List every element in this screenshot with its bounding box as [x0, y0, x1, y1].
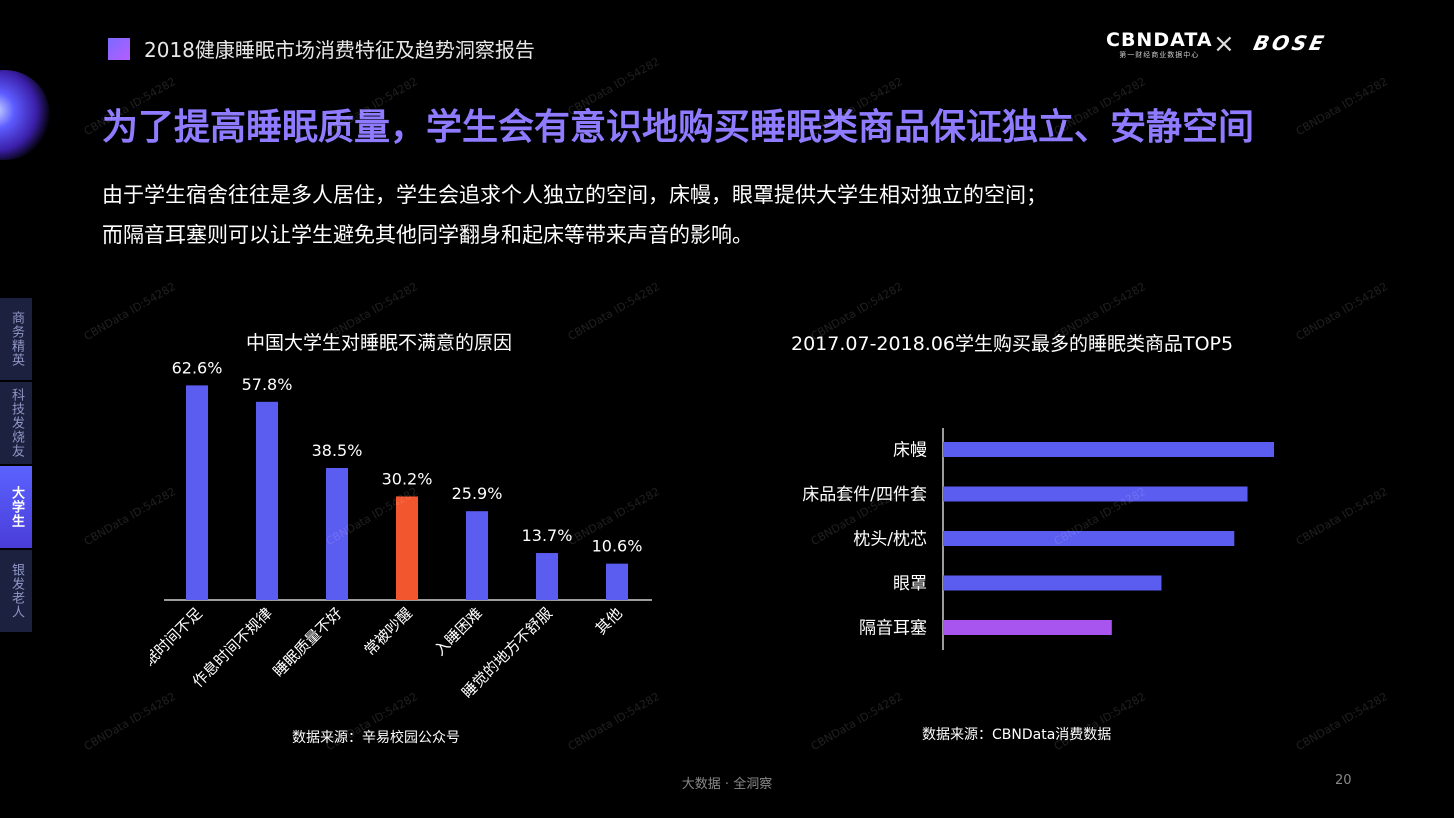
- chart1-value-label: 57.8%: [242, 375, 293, 394]
- chart2-bar: [943, 442, 1274, 457]
- watermark-text: CBNData ID:54282: [81, 279, 178, 344]
- watermark-text: CBNData ID:54282: [1293, 689, 1390, 754]
- watermark-text: CBNData ID:54282: [1293, 74, 1390, 139]
- chart1-title: 中国大学生对睡眠不满意的原因: [246, 332, 513, 354]
- chart2-bar: [943, 531, 1235, 546]
- chart2-category-label: 眼罩: [893, 574, 927, 594]
- decorative-orb: [0, 70, 50, 160]
- chart1-value-label: 25.9%: [452, 484, 503, 503]
- chart2-bar: [943, 486, 1248, 502]
- watermark-text: CBNData ID:54282: [1293, 279, 1390, 344]
- chart1-bar-chart: 62.6%睡眠时间不足57.8%作息时间不规律38.5%睡眠质量不好30.2%常…: [150, 360, 652, 702]
- watermark-text: CBNData ID:54282: [81, 689, 178, 754]
- chart2-source: 数据来源：CBNData消费数据: [922, 727, 1112, 743]
- chart2-bar: [943, 620, 1112, 635]
- side-nav-item-student[interactable]: 大学生: [0, 466, 32, 548]
- cbndata-logo-subtext: 第一财经商业数据中心: [1119, 51, 1200, 59]
- side-nav-item-label: 科技发烧友: [9, 388, 24, 458]
- cbndata-logo-text: CBNDATA: [1106, 29, 1213, 51]
- chart1-value-label: 38.5%: [312, 441, 363, 460]
- collab-x-icon: ×: [1213, 29, 1235, 59]
- chart1-value-label: 10.6%: [592, 537, 643, 556]
- side-nav-item-business[interactable]: 商务精英: [0, 298, 32, 380]
- chart1-bar: [256, 401, 278, 600]
- chart1-bar: [606, 563, 628, 600]
- chart2-category-label: 床品套件/四件套: [802, 485, 927, 505]
- side-nav-item-label: 大学生: [9, 486, 24, 528]
- chart1-bar: [466, 511, 488, 600]
- side-nav-item-label: 银发老人: [9, 563, 24, 619]
- chart2-title: 2017.07-2018.06学生购买最多的睡眠类商品TOP5: [791, 333, 1234, 355]
- chart2-category-label: 隔音耳塞: [859, 619, 927, 639]
- cbndata-logo: CBNDATA 第一财经商业数据中心: [1106, 30, 1213, 60]
- chart1-value-label: 13.7%: [522, 526, 573, 545]
- page-number: 20: [1335, 773, 1352, 788]
- chart1-value-label: 62.6%: [172, 360, 223, 377]
- watermark-text: CBNData ID:54282: [565, 279, 662, 344]
- report-title: 2018健康睡眠市场消费特征及趋势洞察报告: [144, 38, 535, 62]
- chart1-bar: [186, 385, 208, 600]
- chart2-category-label: 床幔: [893, 441, 927, 461]
- chart1-category-label: 睡眠质量不好: [269, 604, 345, 680]
- chart1-bar: [326, 468, 348, 600]
- report-header: 2018健康睡眠市场消费特征及趋势洞察报告: [108, 34, 535, 63]
- page-headline: 为了提高睡眠质量，学生会有意识地购买睡眠类商品保证独立、安静空间: [102, 107, 1255, 148]
- chart1-bar: [536, 553, 558, 600]
- chart1-category-label: 入睡困难: [431, 604, 486, 659]
- chart1-value-label: 30.2%: [382, 469, 433, 488]
- chart1-category-label: 常被吵醒: [361, 604, 416, 659]
- chart2-category-label: 枕头/枕芯: [853, 530, 927, 550]
- side-nav-item-tech[interactable]: 科技发烧友: [0, 382, 32, 464]
- description-line-2: 而隔音耳塞则可以让学生避免其他同学翻身和起床等带来声音的影响。: [102, 223, 753, 247]
- description: 由于学生宿舍往往是多人居住，学生会追求个人独立的空间，床幔，眼罩提供大学生相对独…: [102, 175, 1047, 255]
- chart1-source: 数据来源：辛易校园公众号: [292, 730, 460, 746]
- bose-logo: BOSE: [1251, 31, 1329, 55]
- side-nav: 商务精英 科技发烧友 大学生 银发老人: [0, 298, 32, 634]
- side-nav-item-senior[interactable]: 银发老人: [0, 550, 32, 632]
- chart2-bar: [943, 575, 1162, 591]
- watermark-text: CBNData ID:54282: [1293, 484, 1390, 549]
- watermark-text: CBNData ID:54282: [808, 689, 905, 754]
- side-nav-item-label: 商务精英: [9, 311, 24, 367]
- chart1-bar: [396, 496, 418, 600]
- footer-tagline: 大数据 · 全洞察: [681, 777, 773, 792]
- header-square-icon: [108, 37, 130, 60]
- description-line-1: 由于学生宿舍往往是多人居住，学生会追求个人独立的空间，床幔，眼罩提供大学生相对独…: [102, 183, 1047, 207]
- chart1-category-label: 其他: [592, 604, 626, 638]
